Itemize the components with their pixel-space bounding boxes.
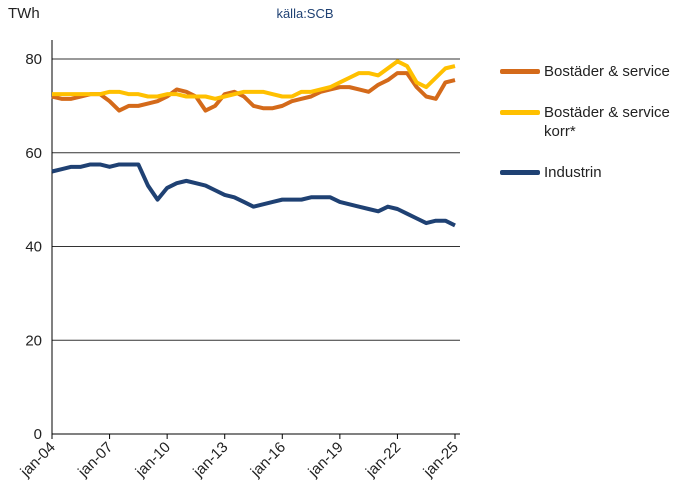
- legend-swatch: [500, 69, 540, 74]
- subtitle: källa:SCB: [276, 6, 333, 21]
- y-tick-label: 80: [25, 51, 42, 68]
- x-tick-label: jan-13: [189, 439, 231, 481]
- legend-item: Bostäder & service korr*: [500, 103, 695, 141]
- y-tick-label: 40: [25, 239, 42, 256]
- legend-swatch: [500, 110, 540, 115]
- x-tick-label: jan-19: [304, 439, 346, 481]
- legend: Bostäder & service Bostäder & service kor…: [500, 62, 695, 204]
- x-tick-label: jan-22: [362, 439, 404, 481]
- series-line: [51, 71, 456, 113]
- series-line: [52, 59, 456, 101]
- y-tick-label: 20: [25, 332, 42, 349]
- x-tick-label: jan-10: [132, 439, 174, 481]
- y-axis-label: TWh: [8, 5, 40, 22]
- legend-item: Bostäder & service: [500, 62, 695, 81]
- y-tick-label: 60: [25, 145, 42, 162]
- legend-item: Industrin: [500, 163, 695, 182]
- legend-swatch: [500, 170, 540, 175]
- legend-label: Bostäder & service: [544, 63, 670, 80]
- legend-label: Industrin: [544, 164, 602, 181]
- x-tick-label: jan-04: [17, 439, 59, 481]
- x-tick-label: jan-25: [420, 439, 462, 481]
- x-tick-label: jan-16: [247, 439, 289, 481]
- y-tick-label: 0: [34, 426, 42, 443]
- x-tick-label: jan-07: [74, 439, 116, 481]
- legend-label: Bostäder & service korr*: [544, 104, 670, 140]
- series-line: [51, 162, 456, 228]
